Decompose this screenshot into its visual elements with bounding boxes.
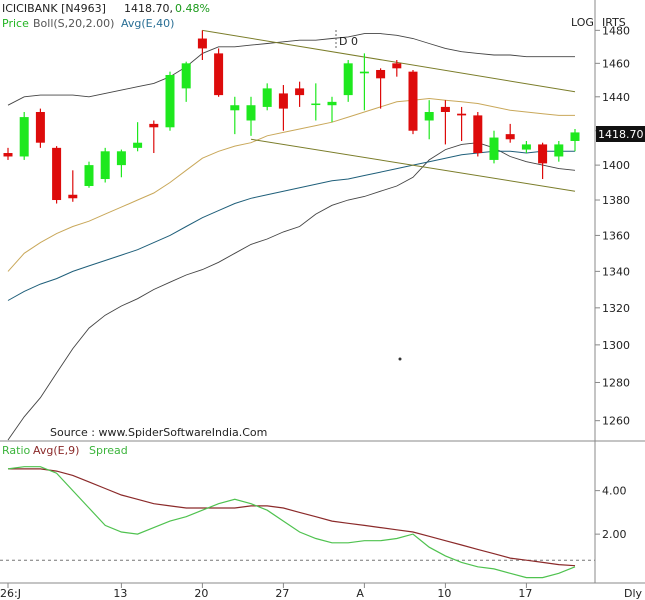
candle-body bbox=[133, 142, 143, 148]
candle-body bbox=[359, 71, 369, 74]
price-tick-label: 1460 bbox=[602, 57, 630, 70]
ratio-tick-label: 2.00 bbox=[602, 528, 627, 541]
candle-body bbox=[230, 105, 240, 111]
ratio-panel: 2.00 4.00 bbox=[0, 466, 627, 579]
price-tick-label: 1380 bbox=[602, 194, 630, 207]
candle-body bbox=[35, 111, 45, 143]
candle-body bbox=[52, 147, 62, 201]
date-tick-label: 26:J bbox=[0, 587, 21, 600]
ratio-avg-line bbox=[8, 468, 576, 567]
candle-body bbox=[262, 88, 272, 107]
boll-indicator-label: Boll(S,20,2.00) bbox=[33, 17, 114, 30]
channel-lower-line bbox=[250, 138, 576, 192]
log-label: LOG bbox=[571, 16, 594, 29]
date-tick-label: 13 bbox=[113, 587, 127, 600]
date-tick-label: 17 bbox=[518, 587, 532, 600]
candle-body bbox=[214, 53, 224, 96]
price-tick-label: 1320 bbox=[602, 302, 630, 315]
candle-body bbox=[295, 88, 305, 96]
boll-mid-line bbox=[7, 97, 575, 272]
ratio-tick-label: 4.00 bbox=[602, 485, 627, 498]
symbol-label: ICICIBANK [N4963] bbox=[2, 2, 106, 15]
candle-body bbox=[3, 153, 13, 157]
candle-body bbox=[246, 105, 256, 121]
candle-body bbox=[116, 151, 126, 166]
candle-body bbox=[538, 144, 548, 164]
price-tick-label: 1480 bbox=[602, 24, 630, 37]
candle-body bbox=[327, 101, 337, 106]
price-tick-label: 1360 bbox=[602, 229, 630, 242]
frequency-label: Dly bbox=[624, 587, 643, 600]
candles bbox=[3, 30, 580, 204]
price-tag-box bbox=[596, 126, 645, 142]
candle-body bbox=[408, 71, 418, 131]
candle-body bbox=[489, 137, 499, 160]
source-label: Source : www.SpiderSoftwareIndia.Com bbox=[50, 426, 267, 439]
ratio-legend: Ratio bbox=[2, 444, 31, 457]
last-price-label: 1418.70, bbox=[124, 2, 173, 15]
date-tick-label: 20 bbox=[194, 587, 208, 600]
candle-body bbox=[392, 63, 402, 69]
date-axis-ticks: 26:J 13 20 27 A 10 17 bbox=[0, 583, 532, 600]
price-tick-label: 1260 bbox=[602, 415, 630, 428]
candle-body bbox=[149, 123, 159, 128]
avg-indicator-label: Avg(E,40) bbox=[121, 17, 174, 30]
candle-body bbox=[84, 165, 94, 186]
date-tick-label: 27 bbox=[275, 587, 289, 600]
change-label: 0.48% bbox=[175, 2, 210, 15]
channel-upper-line bbox=[202, 29, 576, 93]
price-tick-label: 1440 bbox=[602, 91, 630, 104]
stray-dot bbox=[398, 357, 402, 361]
ratio-avg-legend: Avg(E,9) bbox=[33, 444, 79, 457]
date-tick-label: A bbox=[356, 587, 364, 600]
candle-body bbox=[554, 144, 564, 157]
candle-body bbox=[181, 63, 191, 89]
candle-body bbox=[278, 93, 288, 109]
candle-body bbox=[311, 103, 321, 106]
price-tick-label: 1400 bbox=[602, 159, 630, 172]
candle-body bbox=[68, 194, 78, 199]
candle-body bbox=[457, 113, 467, 116]
date-tick-label: 10 bbox=[437, 587, 451, 600]
price-axis-ticks: 1260128013001320134013601380140014201440… bbox=[595, 24, 630, 428]
candle-body bbox=[440, 106, 450, 112]
price-tag: 1418.70 bbox=[598, 128, 644, 141]
boll-upper-line bbox=[7, 33, 575, 106]
candle-body bbox=[521, 144, 531, 150]
boll-lower-line bbox=[7, 142, 576, 441]
ratio-line bbox=[7, 466, 576, 579]
price-tick-label: 1340 bbox=[602, 265, 630, 278]
candle-body bbox=[505, 134, 515, 140]
price-indicator-label: Price bbox=[2, 17, 29, 30]
price-tick-label: 1300 bbox=[602, 339, 630, 352]
candle-body bbox=[19, 117, 29, 157]
candle-body bbox=[424, 111, 434, 121]
spread-legend: Spread bbox=[89, 444, 128, 457]
candle-body bbox=[473, 115, 483, 154]
candle-body bbox=[343, 63, 353, 96]
candle-body bbox=[100, 151, 110, 180]
indicator-lines bbox=[7, 29, 576, 441]
marker-label: D 0 bbox=[339, 35, 358, 48]
candle-body bbox=[376, 69, 386, 79]
price-tick-label: 1280 bbox=[602, 376, 630, 389]
candle-body bbox=[570, 132, 580, 141]
candle-body bbox=[197, 38, 207, 49]
irts-label: IRTS bbox=[602, 16, 626, 29]
candle-body bbox=[165, 74, 175, 128]
